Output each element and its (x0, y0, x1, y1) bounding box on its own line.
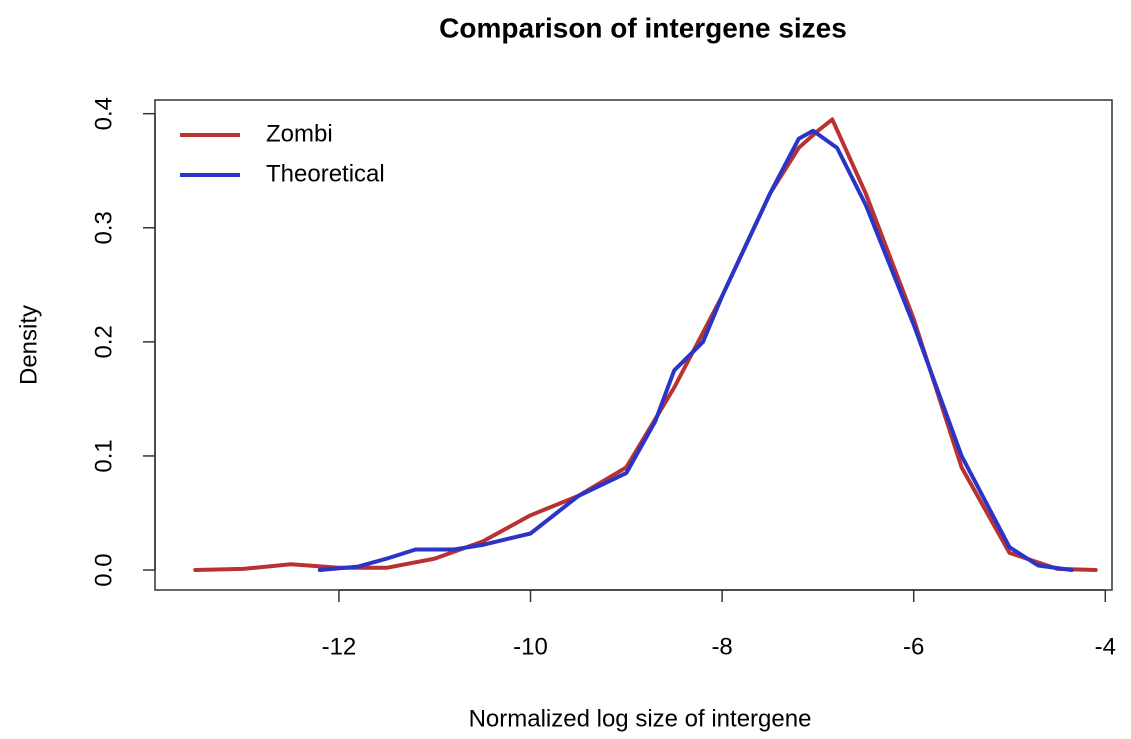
x-tick-label: -6 (903, 633, 924, 660)
y-tick-label: 0.1 (90, 439, 117, 472)
y-tick-label: 0.3 (90, 211, 117, 244)
y-tick-label: 0.4 (90, 97, 117, 130)
legend-label: Zombi (266, 120, 333, 147)
y-tick-label: 0.2 (90, 325, 117, 358)
legend-label: Theoretical (266, 160, 385, 187)
x-tick-label: -8 (711, 633, 732, 660)
y-tick-label: 0.0 (90, 553, 117, 586)
y-axis-label: Density (15, 305, 42, 385)
chart-title: Comparison of intergene sizes (439, 12, 847, 43)
x-tick-label: -10 (513, 633, 548, 660)
x-tick-label: -4 (1095, 633, 1116, 660)
x-axis-label: Normalized log size of intergene (469, 705, 812, 732)
density-line (317, 128, 1074, 572)
x-tick-label: -12 (322, 633, 357, 660)
